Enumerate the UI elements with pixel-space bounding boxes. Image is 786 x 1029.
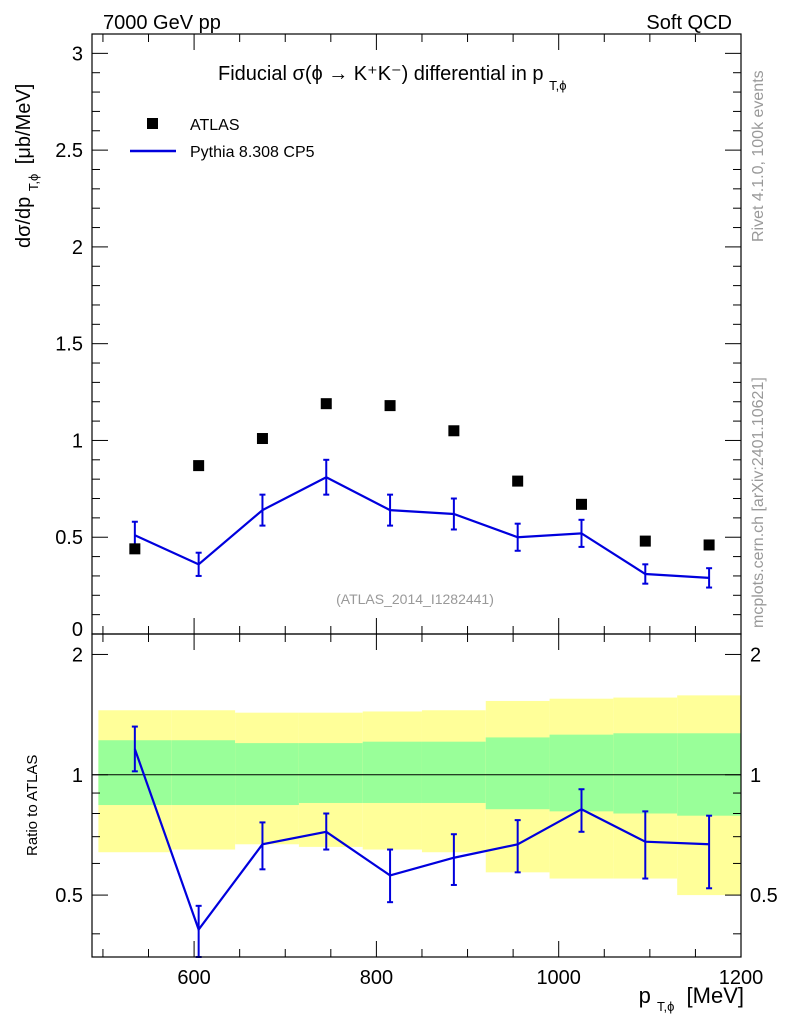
data-point (129, 543, 141, 555)
y-axis-label-main: dσ/dp (13, 197, 35, 248)
band-inner (362, 741, 422, 803)
ratio-bands (92, 695, 741, 896)
chart-title: Fiducial σ(ϕ → K⁺K⁻) differential in p T… (218, 63, 567, 93)
ratio-tick-label-left: 2 (72, 644, 83, 666)
ratio-tick-label-right: 2 (750, 644, 761, 666)
data-point (384, 400, 396, 412)
ratio-series (131, 725, 713, 958)
band-inner (235, 743, 299, 806)
mc-line (134, 475, 710, 579)
ratio-tick-label-left: 0.5 (55, 885, 83, 907)
band-inner (485, 737, 550, 810)
x-axis-label-unit: [MeV] (687, 983, 744, 1008)
x-axis-label-sub: T,ϕ (657, 999, 674, 1014)
ratio-mc-line (133, 748, 710, 932)
band-inner (613, 733, 678, 814)
y-tick-label: 3 (72, 43, 83, 65)
data-point (448, 425, 460, 437)
band-inner (421, 741, 486, 803)
y-tick-label: 0.5 (55, 527, 83, 549)
x-tick-label: 800 (360, 967, 393, 989)
legend: ATLAS Pythia 8.308 CP5 (130, 117, 315, 161)
x-tick-label: 1200 (719, 967, 764, 989)
analysis-label: (ATLAS_2014_I1282441) (336, 591, 494, 607)
y-tick-label: 1.5 (55, 334, 83, 356)
y-tick-label: 1 (72, 430, 83, 452)
x-axis-label: p T,ϕ [MeV] (639, 983, 744, 1016)
band-inner (171, 740, 236, 806)
main-series (129, 398, 715, 589)
legend-data-label: ATLAS (190, 117, 240, 134)
ratio-tick-label-left: 1 (72, 765, 83, 787)
legend-data-marker (147, 118, 158, 129)
ratio-tick-label-right: 0.5 (750, 885, 778, 907)
y-tick-label: 2.5 (55, 140, 83, 162)
rivet-label: Rivet 4.1.0, 100k events (750, 70, 767, 242)
data-point (193, 460, 205, 472)
data-point (575, 498, 587, 510)
data-point (320, 398, 332, 410)
y-tick-label: 0 (72, 619, 83, 641)
chart-title-sub: T,ϕ (549, 78, 566, 93)
header-left: 7000 GeV pp (103, 12, 221, 34)
band-inner (298, 743, 363, 803)
x-tick-label: 1000 (536, 967, 581, 989)
legend-mc-label: Pythia 8.308 CP5 (190, 144, 315, 161)
data-point (703, 539, 715, 551)
y-axis-label: dσ/dp T,ϕ [μb/MeV] (13, 84, 43, 248)
mcplots-label: mcplots.cern.ch [arXiv:2401.10621] (750, 377, 767, 628)
ratio-y-axis-label: Ratio to ATLAS (24, 755, 41, 856)
data-point (512, 475, 524, 487)
y-tick-label: 2 (72, 237, 83, 259)
axes: 600 800 1000 1200 0 0.5 1 1.5 2 2.5 3 0.5 0.5 1 1 2 2 (55, 33, 778, 989)
ratio-frame (91, 633, 742, 958)
data-point (256, 433, 268, 445)
chart-title-main: Fiducial σ(ϕ → K⁺K⁻) differential in p (218, 63, 544, 85)
ratio-tick-label-right: 1 (750, 765, 761, 787)
y-axis-label-sub: T,ϕ (26, 174, 41, 191)
y-axis-label-unit: [μb/MeV] (13, 84, 35, 164)
x-tick-label: 600 (177, 967, 210, 989)
header-right: Soft QCD (646, 12, 732, 34)
data-point (639, 535, 651, 547)
x-axis-label-main: p (639, 983, 651, 1008)
